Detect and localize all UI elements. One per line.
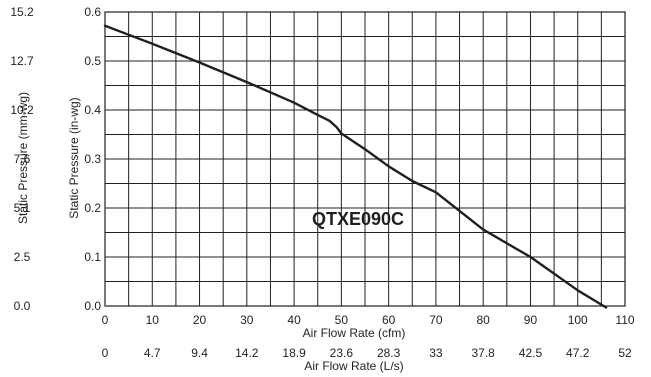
y-axis-title: Static Pressure (in-wg) bbox=[67, 97, 81, 218]
x2-axis-title: Air Flow Rate (L/s) bbox=[304, 359, 403, 373]
x2-tick-label: 42.5 bbox=[519, 346, 543, 360]
y2-tick-label: 0.0 bbox=[14, 299, 31, 313]
y2-tick-label: 5.1 bbox=[14, 201, 31, 215]
y-tick-label: 0.3 bbox=[84, 152, 101, 166]
x-tick-label: 30 bbox=[240, 313, 254, 327]
y2-tick-label: 10.2 bbox=[10, 103, 34, 117]
x2-tick-label: 0 bbox=[102, 346, 109, 360]
x-tick-label: 60 bbox=[382, 313, 396, 327]
y2-tick-label: 7.6 bbox=[14, 152, 31, 166]
x-tick-label: 40 bbox=[287, 313, 301, 327]
x2-tick-label: 47.2 bbox=[566, 346, 590, 360]
y2-tick-label: 2.5 bbox=[14, 250, 31, 264]
x2-tick-label: 23.6 bbox=[330, 346, 354, 360]
x2-tick-label: 9.4 bbox=[191, 346, 208, 360]
y2-tick-label: 15.2 bbox=[10, 5, 34, 19]
x-tick-label: 90 bbox=[524, 313, 538, 327]
x2-axis-ticks: 0 4.7 9.4 14.2 18.9 23.6 28.3 33 37.8 42.5 47.2 52 bbox=[102, 346, 632, 360]
y-tick-label: 0.0 bbox=[84, 299, 101, 313]
x-tick-label: 100 bbox=[568, 313, 588, 327]
series-line bbox=[103, 24, 608, 309]
x2-tick-label: 18.9 bbox=[282, 346, 306, 360]
x-tick-label: 50 bbox=[335, 313, 349, 327]
x2-tick-label: 14.2 bbox=[235, 346, 259, 360]
y2-tick-label: 12.7 bbox=[10, 54, 34, 68]
y-axis-ticks: 0.0 0.1 0.2 0.3 0.4 0.5 0.6 bbox=[84, 5, 101, 313]
grid bbox=[105, 12, 625, 306]
y-tick-label: 0.6 bbox=[84, 5, 101, 19]
x2-tick-label: 37.8 bbox=[472, 346, 496, 360]
y-tick-label: 0.4 bbox=[84, 103, 101, 117]
y2-axis-title: Static Pressure (mm-wg) bbox=[16, 92, 30, 224]
x-tick-label: 20 bbox=[193, 313, 207, 327]
x-tick-label: 10 bbox=[146, 313, 160, 327]
y2-axis-ticks: 0.0 2.5 5.1 7.6 10.2 12.7 15.2 bbox=[10, 5, 34, 313]
x2-tick-label: 52 bbox=[618, 346, 632, 360]
y-tick-label: 0.2 bbox=[84, 201, 101, 215]
x-tick-label: 80 bbox=[477, 313, 491, 327]
x-tick-label: 70 bbox=[429, 313, 443, 327]
x-tick-label: 110 bbox=[615, 313, 634, 327]
y-tick-label: 0.1 bbox=[84, 250, 101, 264]
x-tick-label: 0 bbox=[102, 313, 109, 327]
series-annotation: QTXE090C bbox=[312, 209, 404, 229]
x2-tick-label: 33 bbox=[429, 346, 443, 360]
x2-tick-label: 28.3 bbox=[377, 346, 401, 360]
plot-frame bbox=[104, 11, 626, 307]
x2-tick-label: 4.7 bbox=[144, 346, 161, 360]
x-axis-ticks: 0 10 20 30 40 50 60 70 80 90 100 110 bbox=[102, 313, 635, 327]
x-axis-title: Air Flow Rate (cfm) bbox=[303, 326, 406, 340]
y-tick-label: 0.5 bbox=[84, 54, 101, 68]
